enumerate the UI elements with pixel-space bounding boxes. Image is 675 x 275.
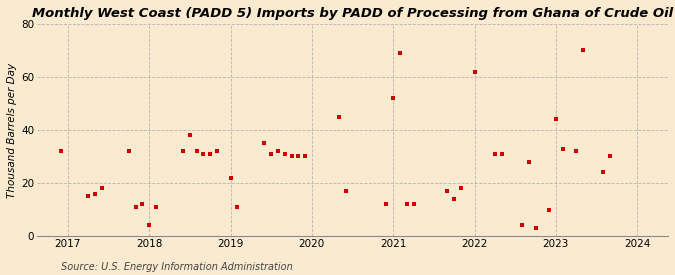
Point <box>449 197 460 201</box>
Point <box>605 154 616 159</box>
Point <box>402 202 412 207</box>
Point <box>571 149 582 153</box>
Point <box>523 160 534 164</box>
Point <box>144 223 155 228</box>
Point <box>469 69 480 74</box>
Point <box>530 226 541 230</box>
Point <box>225 175 236 180</box>
Point <box>598 170 609 175</box>
Title: Monthly West Coast (PADD 5) Imports by PADD of Processing from Ghana of Crude Oi: Monthly West Coast (PADD 5) Imports by P… <box>32 7 673 20</box>
Point <box>205 152 215 156</box>
Point <box>178 149 188 153</box>
Point <box>456 186 466 191</box>
Point <box>381 202 392 207</box>
Point <box>557 146 568 151</box>
Point <box>211 149 222 153</box>
Point <box>333 114 344 119</box>
Point <box>293 154 304 159</box>
Point <box>442 189 453 193</box>
Point <box>543 207 554 212</box>
Y-axis label: Thousand Barrels per Day: Thousand Barrels per Day <box>7 62 17 197</box>
Point <box>395 51 406 55</box>
Point <box>137 202 148 207</box>
Point <box>496 152 507 156</box>
Point <box>83 194 94 199</box>
Text: Source: U.S. Energy Information Administration: Source: U.S. Energy Information Administ… <box>61 262 292 272</box>
Point <box>130 205 141 209</box>
Point <box>259 141 270 145</box>
Point <box>273 149 284 153</box>
Point <box>279 152 290 156</box>
Point <box>388 96 399 100</box>
Point <box>578 48 589 53</box>
Point <box>191 149 202 153</box>
Point <box>300 154 310 159</box>
Point <box>550 117 561 122</box>
Point <box>516 223 527 228</box>
Point <box>151 205 161 209</box>
Point <box>266 152 277 156</box>
Point <box>198 152 209 156</box>
Point <box>56 149 67 153</box>
Point <box>184 133 195 138</box>
Point <box>340 189 351 193</box>
Point <box>408 202 419 207</box>
Point <box>232 205 243 209</box>
Point <box>90 191 101 196</box>
Point <box>97 186 107 191</box>
Point <box>489 152 500 156</box>
Point <box>286 154 297 159</box>
Point <box>124 149 134 153</box>
